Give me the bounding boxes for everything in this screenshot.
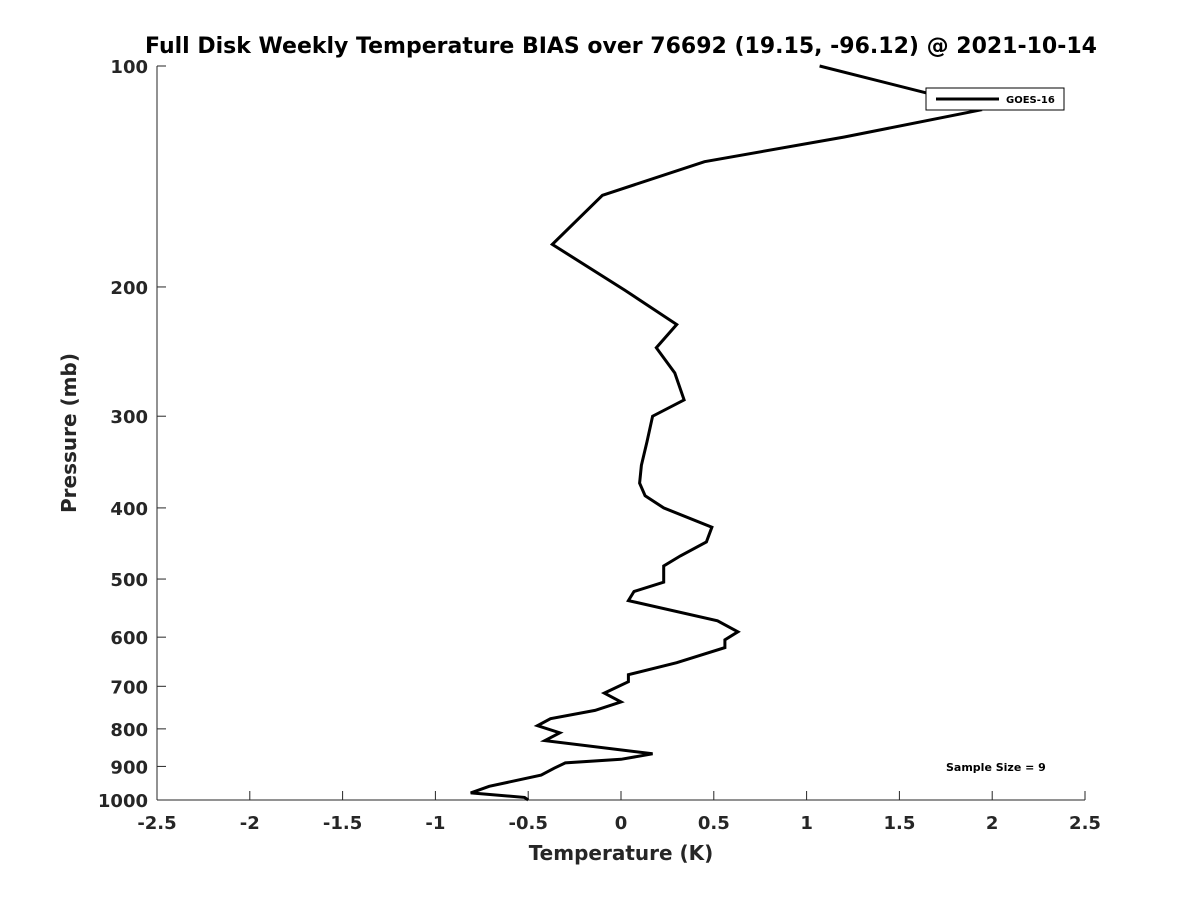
y-axis-ticks: 100 200 300 400 500 600 700 800 900 1000	[98, 57, 166, 812]
x-axis-ticks: -2.5 -2 -1.5 -1 -0.5 0 0.5 1 1.5 2 2.5	[137, 791, 1101, 834]
series-layer	[470, 64, 983, 802]
y-tick-label: 400	[110, 499, 148, 520]
y-tick-label: 100	[110, 57, 148, 78]
y-tick-label: 900	[110, 757, 148, 778]
x-tick-label: -1	[425, 813, 445, 834]
legend-label-goes-16: GOES-16	[1006, 95, 1055, 106]
y-tick-label: 700	[110, 677, 148, 698]
x-tick-label: -2.5	[137, 813, 176, 834]
legend: GOES-16	[925, 87, 1065, 111]
y-tick-label: 600	[110, 628, 148, 649]
x-tick-label: 1.5	[883, 813, 915, 834]
x-tick-label: -0.5	[509, 813, 548, 834]
y-tick-label: 200	[110, 278, 148, 299]
x-tick-label: -1.5	[323, 813, 362, 834]
y-tick-label: 800	[110, 720, 148, 741]
x-tick-label: 0.5	[698, 813, 730, 834]
y-axis-label: Pressure (mb)	[57, 353, 81, 513]
y-tick-label: 500	[110, 570, 148, 591]
chart-title: Full Disk Weekly Temperature BIAS over 7…	[145, 34, 1097, 59]
x-tick-label: 0	[615, 813, 628, 834]
series-line-goes-16	[470, 64, 983, 802]
x-axis-label: Temperature (K)	[529, 841, 714, 865]
x-tick-label: 2.5	[1069, 813, 1101, 834]
x-tick-label: -2	[240, 813, 260, 834]
x-tick-label: 2	[986, 813, 999, 834]
x-tick-label: 1	[800, 813, 813, 834]
y-tick-label: 300	[110, 407, 148, 428]
sample-size-annotation: Sample Size = 9	[946, 761, 1046, 774]
y-tick-label: 1000	[98, 791, 148, 812]
